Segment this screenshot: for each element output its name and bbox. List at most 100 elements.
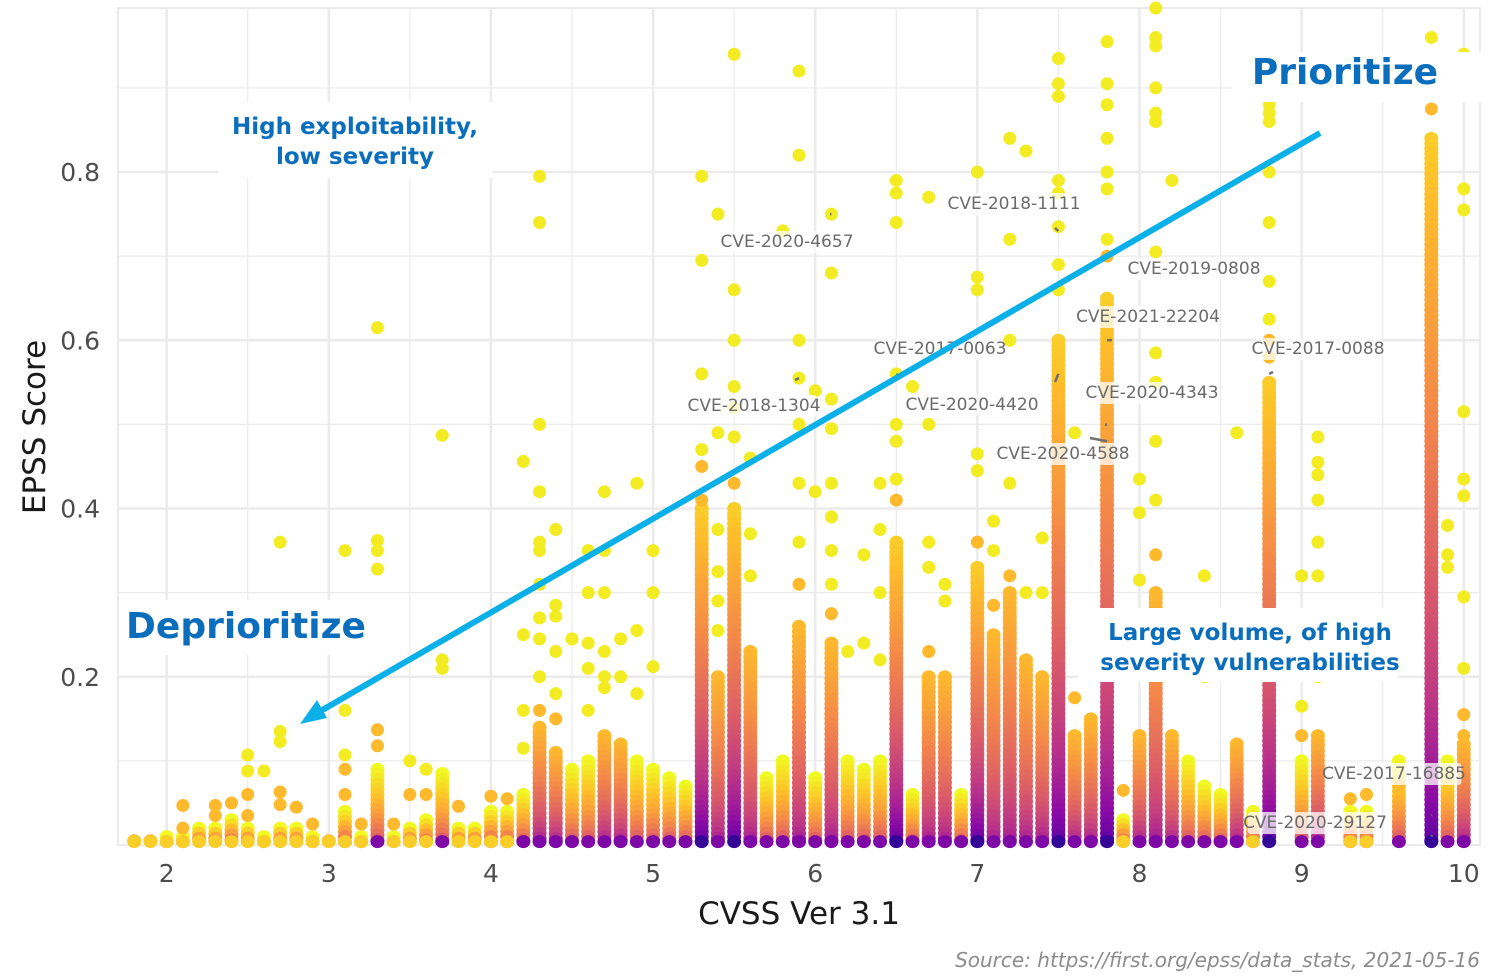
x-tick-label: 4	[483, 859, 499, 888]
point	[695, 493, 709, 507]
point	[1295, 569, 1309, 583]
cve-label: CVE-2017-0088	[1251, 339, 1384, 359]
point	[581, 661, 595, 675]
point	[549, 687, 563, 701]
point	[1181, 835, 1196, 849]
point	[241, 764, 255, 778]
point	[289, 835, 304, 849]
point	[970, 535, 984, 549]
point	[241, 809, 255, 823]
point	[1051, 835, 1066, 849]
point	[533, 485, 547, 499]
point	[1310, 835, 1325, 849]
point	[970, 447, 984, 461]
cve-label: CVE-2020-4588	[996, 444, 1129, 464]
point	[386, 835, 401, 849]
x-tick-label: 9	[1294, 859, 1310, 888]
point	[824, 607, 838, 621]
cve-label-background	[877, 338, 1003, 360]
point	[1019, 586, 1033, 600]
point	[1149, 434, 1163, 448]
y-tick-label: 0.2	[60, 663, 100, 692]
point	[257, 764, 271, 778]
point	[922, 417, 936, 431]
note-high-exploitability-1: High exploitability,	[232, 114, 478, 140]
point	[629, 835, 644, 849]
point	[597, 835, 612, 849]
point	[1003, 476, 1017, 490]
point	[597, 586, 611, 600]
point	[516, 628, 530, 642]
point	[419, 762, 433, 776]
point	[175, 835, 190, 849]
point	[662, 835, 677, 849]
point	[646, 660, 660, 674]
point	[516, 703, 530, 717]
point	[743, 835, 758, 849]
point	[1246, 835, 1260, 849]
point	[597, 681, 611, 695]
point	[533, 670, 547, 684]
point	[873, 653, 887, 667]
cve-label: CVE-2020-4657	[720, 232, 853, 252]
point	[533, 169, 547, 183]
priority-arrow	[310, 130, 1322, 719]
point	[727, 835, 742, 849]
point	[1019, 835, 1033, 849]
point	[630, 476, 644, 490]
point	[906, 380, 919, 394]
point	[208, 798, 222, 812]
x-tick-label: 6	[807, 859, 823, 888]
point	[808, 835, 823, 849]
point	[711, 565, 725, 579]
cve-label-leader	[1104, 423, 1108, 427]
note-boxes	[120, 52, 1482, 682]
point	[516, 454, 530, 468]
point	[824, 476, 838, 490]
cve-label: CVE-2018-1304	[687, 396, 820, 416]
cve-label-background	[951, 193, 1077, 215]
point	[516, 835, 531, 849]
point	[597, 645, 611, 659]
point	[824, 266, 838, 280]
cve-label-leader	[1430, 814, 1433, 817]
cve-label-background	[1000, 443, 1126, 465]
point	[240, 835, 255, 849]
point	[970, 835, 985, 849]
point	[1343, 792, 1357, 806]
point	[808, 384, 822, 398]
point	[922, 535, 936, 549]
point	[549, 609, 563, 623]
point	[1149, 245, 1163, 259]
source-caption: Source: https://first.org/epss/data_stat…	[955, 948, 1480, 972]
point	[889, 472, 903, 486]
point	[889, 417, 903, 431]
point	[581, 586, 595, 600]
y-axis-title: EPSS Score	[17, 340, 53, 514]
cve-label-background	[1089, 382, 1215, 404]
cve-label-leader	[1054, 227, 1060, 232]
point	[1133, 472, 1146, 486]
point	[1003, 232, 1017, 246]
point	[727, 430, 741, 444]
point	[710, 835, 725, 849]
point	[581, 835, 596, 849]
point	[857, 548, 871, 562]
point	[241, 748, 255, 762]
point	[792, 148, 806, 162]
point	[792, 535, 806, 549]
point	[451, 835, 466, 849]
point	[467, 835, 482, 849]
y-ticks: 0.2 0.4 0.6 0.8	[60, 158, 100, 692]
point	[1133, 506, 1146, 520]
point	[614, 632, 628, 646]
point	[1457, 729, 1471, 743]
point	[241, 788, 255, 802]
point	[727, 380, 741, 394]
point	[338, 748, 352, 762]
cve-label: CVE-2018-1111	[947, 194, 1080, 214]
point	[873, 586, 887, 600]
point	[1441, 560, 1455, 574]
point	[937, 835, 952, 849]
cve-label: CVE-2019-0808	[1127, 259, 1260, 279]
